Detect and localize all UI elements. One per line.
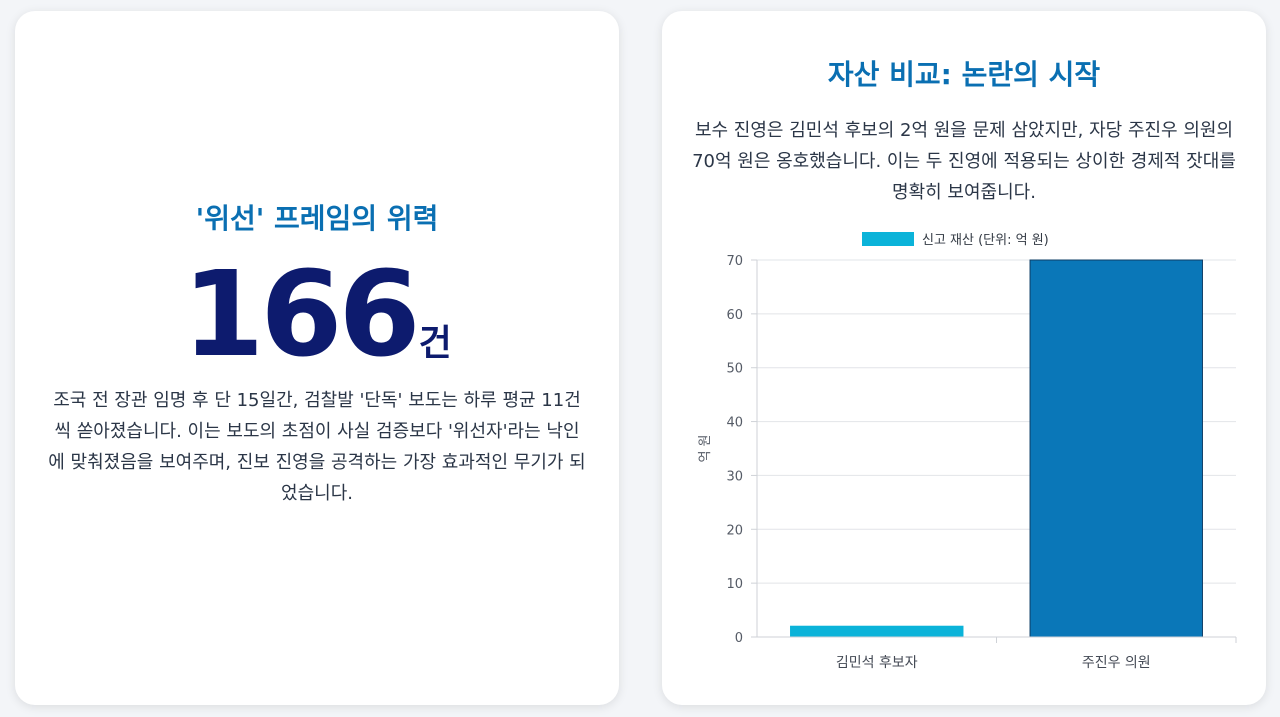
left-card-heading: '위선' 프레임의 위력 (195, 202, 439, 235)
right-card-title: 자산 비교: 논란의 시작 (827, 58, 1101, 91)
left-card-body: 조국 전 장관 임명 후 단 15일간, 검찰발 '단독' 보도는 하루 평균 … (48, 390, 586, 504)
bar (1029, 259, 1203, 638)
y-tick-label: 40 (726, 416, 743, 431)
left-card-content: '위선' 프레임의 위력 166건 조국 전 장관 임명 후 단 15일간, 검… (15, 199, 619, 509)
y-axis-label: 억 원 (698, 434, 713, 462)
big-number-block: 166건 (15, 255, 619, 373)
right-card: 자산 비교: 논란의 시작 보수 진영은 김민석 후보의 2억 원을 문제 삼았… (662, 11, 1266, 705)
chart-bars (790, 259, 1203, 638)
x-tick-label: 김민석 후보자 (836, 655, 918, 671)
y-tick-label: 0 (735, 631, 743, 646)
bar (790, 625, 964, 638)
chart-legend: 신고 재산 (단위: 억 원) (862, 232, 1049, 248)
x-tick-label: 주진우 의원 (1082, 655, 1151, 671)
y-tick-label: 30 (726, 469, 743, 484)
y-tick-label: 50 (726, 362, 743, 377)
y-tick-label: 60 (726, 308, 743, 323)
big-number-unit: 건 (418, 323, 452, 364)
y-tick-label: 70 (726, 254, 743, 269)
legend-label: 신고 재산 (단위: 억 원) (922, 233, 1049, 248)
left-card: '위선' 프레임의 위력 166건 조국 전 장관 임명 후 단 15일간, 검… (15, 11, 619, 705)
y-tick-label: 10 (726, 577, 743, 592)
right-card-description: 보수 진영은 김민석 후보의 2억 원을 문제 삼았지만, 자당 주진우 의원의… (692, 120, 1236, 203)
legend-swatch (862, 232, 914, 246)
y-tick-label: 20 (726, 523, 743, 538)
big-number: 166 (182, 245, 420, 383)
